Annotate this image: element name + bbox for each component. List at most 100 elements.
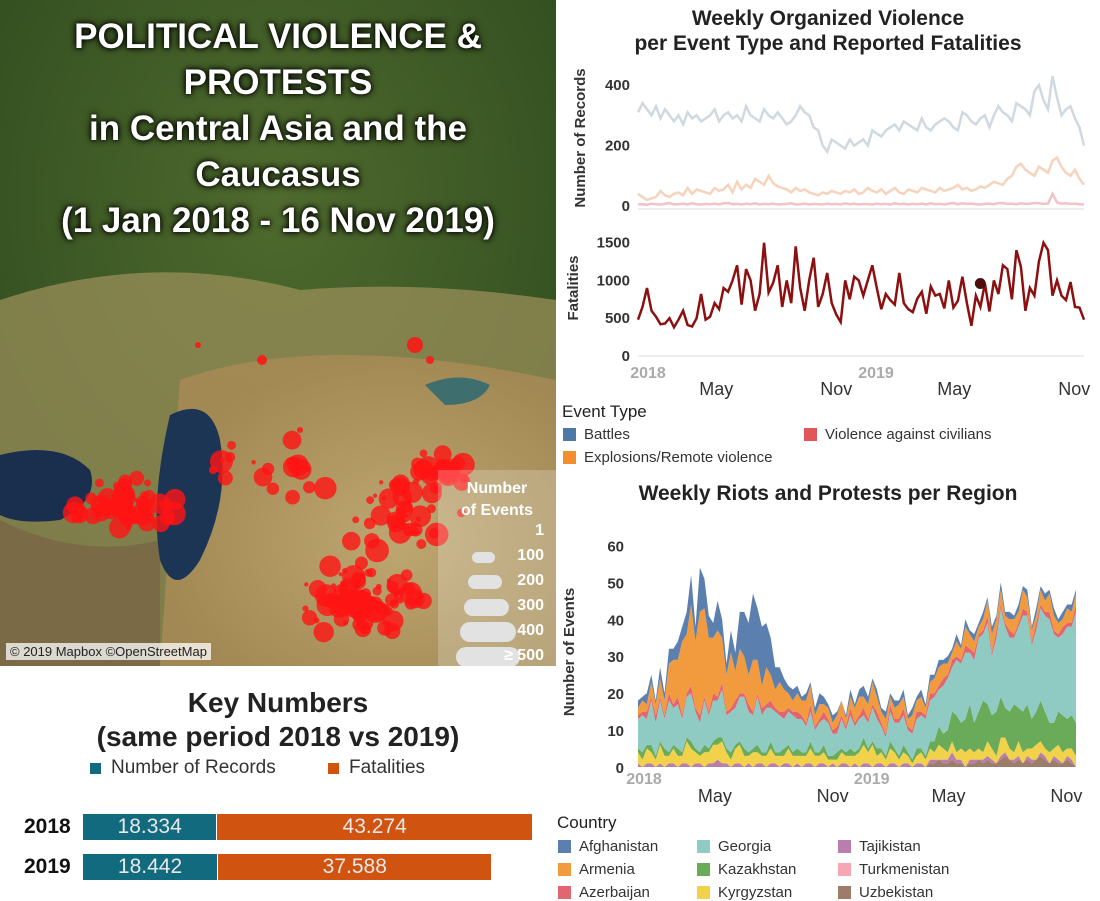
event-type-label: Battles [584, 426, 630, 443]
map-panel[interactable]: POLITICAL VIOLENCE & PROTESTS in Central… [0, 0, 556, 666]
event-dot [70, 504, 89, 524]
event-dot [297, 427, 303, 433]
area-azerbaijan[interactable] [638, 604, 1076, 738]
area-armenia[interactable] [638, 589, 1076, 734]
protests-month-tick: May [932, 786, 966, 806]
protests-chart-title: Weekly Riots and Protests per Region [638, 482, 1018, 505]
protests-month-tick: May [698, 786, 732, 806]
violence-month-tick: Nov [1058, 379, 1090, 399]
protests-chart[interactable]: 0 10 20 30 40 50 60 Number of Events 2018 2019 May… [556, 515, 1100, 815]
event-dot [108, 499, 126, 518]
size-legend-item: 400 [517, 622, 544, 639]
country-legend-item[interactable]: Armenia [558, 861, 635, 878]
event-dot [364, 568, 373, 577]
event-dots [62, 337, 475, 643]
event-dot [358, 597, 364, 603]
country-legend-item[interactable]: Afghanistan [558, 838, 658, 855]
country-legend-item[interactable]: Turkmenistan [838, 861, 949, 878]
event-type-legend-item[interactable]: Battles [563, 426, 630, 443]
country-swatch [838, 863, 851, 876]
size-legend-item: 100 [517, 547, 544, 564]
event-map[interactable] [0, 0, 556, 666]
event-dot [195, 342, 201, 348]
records-bar[interactable]: 18.442 [83, 854, 218, 880]
series-line-battles[interactable] [636, 75, 1086, 155]
event-dot [224, 451, 236, 463]
violence-chart[interactable]: 0 200 400 Number of Records 0 500 1000 1500 Fata… [556, 58, 1100, 408]
event-type-legend-item[interactable]: Explosions/Remote violence [563, 449, 772, 466]
series-line-explosions-remote-violence[interactable] [637, 155, 1085, 202]
event-dot [366, 496, 375, 505]
area-kazakhstan[interactable] [638, 696, 1076, 764]
fatalities-bar[interactable]: 37.588 [218, 854, 492, 880]
violence-chart-title: Weekly Organized Violence per Event Type… [634, 7, 1022, 55]
series-line-violence-against-civilians[interactable] [637, 191, 1085, 207]
fatalities-ylabel: Fatalities [565, 255, 582, 320]
event-dot [357, 614, 374, 631]
fatalities-ytick: 500 [605, 310, 630, 327]
size-legend-item: ≥ 500 [504, 647, 544, 664]
protests-year-tick: 2019 [854, 771, 890, 788]
country-legend-item[interactable]: Uzbekistan [838, 884, 933, 901]
country-swatch [697, 863, 710, 876]
event-dot [389, 479, 401, 491]
area-tajikistan[interactable] [638, 752, 1076, 767]
event-dot [328, 597, 349, 618]
fatalities-bar[interactable]: 43.274 [217, 814, 532, 840]
event-dot [313, 621, 334, 643]
event-type-legend-item[interactable]: Violence against civilians [804, 426, 992, 443]
caspian-sea [156, 408, 223, 580]
protests-ytick: 20 [607, 686, 624, 703]
records-bar[interactable]: 18.334 [83, 814, 217, 840]
event-dot [118, 474, 133, 489]
country-label: Uzbekistan [859, 884, 934, 901]
key-legend-label: Fatalities [349, 757, 426, 778]
size-legend: Number of Events 1 100 200 300 400 ≥ 500 [438, 470, 556, 666]
event-dot [285, 489, 300, 505]
fatalities-highlight-point[interactable] [974, 277, 986, 289]
event-dot [457, 508, 466, 518]
country-label: Afghanistan [579, 838, 659, 855]
map-credit[interactable]: © 2019 Mapbox ©OpenStreetMap [6, 643, 211, 660]
fatalities-line[interactable] [636, 239, 1086, 330]
event-dot [290, 459, 312, 480]
country-legend-item[interactable]: Kazakhstan [697, 861, 796, 878]
event-dot [150, 498, 155, 504]
event-dot [407, 337, 423, 353]
key-year-label: 2019 [24, 855, 71, 878]
size-legend-item: 300 [517, 597, 544, 614]
event-dot [425, 463, 433, 472]
country-legend-item[interactable]: Tajikistan [838, 838, 921, 855]
country-legend-item[interactable]: Georgia [697, 838, 771, 855]
protests-month-tick: Nov [1050, 786, 1082, 806]
size-legend-shape [464, 598, 509, 616]
size-legend-title: Number of Events [460, 480, 533, 519]
event-dot [381, 495, 387, 501]
event-dot [416, 539, 427, 550]
area-kyrgyzstan[interactable] [638, 737, 1076, 768]
event-dot [308, 580, 327, 598]
event-type-label: Violence against civilians [825, 426, 992, 443]
key-legend-label: Number of Records [111, 757, 276, 778]
event-dot [342, 620, 348, 626]
event-dot [354, 585, 360, 590]
event-dot [217, 470, 233, 486]
area-uzbekistan[interactable] [638, 755, 1076, 767]
country-swatch [838, 886, 851, 899]
area-georgia[interactable] [638, 608, 1076, 760]
event-dot [303, 465, 311, 473]
country-swatch [838, 840, 851, 853]
event-dot [386, 578, 391, 583]
event-dot [304, 582, 309, 587]
event-dot [415, 592, 432, 610]
size-legend-item: 200 [517, 572, 544, 589]
event-dot [363, 517, 376, 530]
event-dot [301, 610, 318, 626]
country-legend-item[interactable]: Kyrgyzstan [697, 884, 792, 901]
event-dot [419, 449, 428, 458]
violence-month-tick: May [699, 379, 733, 399]
event-dot [437, 464, 459, 486]
country-legend-item[interactable]: Azerbaijan [558, 884, 650, 901]
protests-ytick: 30 [607, 649, 624, 666]
event-dot [253, 467, 273, 487]
